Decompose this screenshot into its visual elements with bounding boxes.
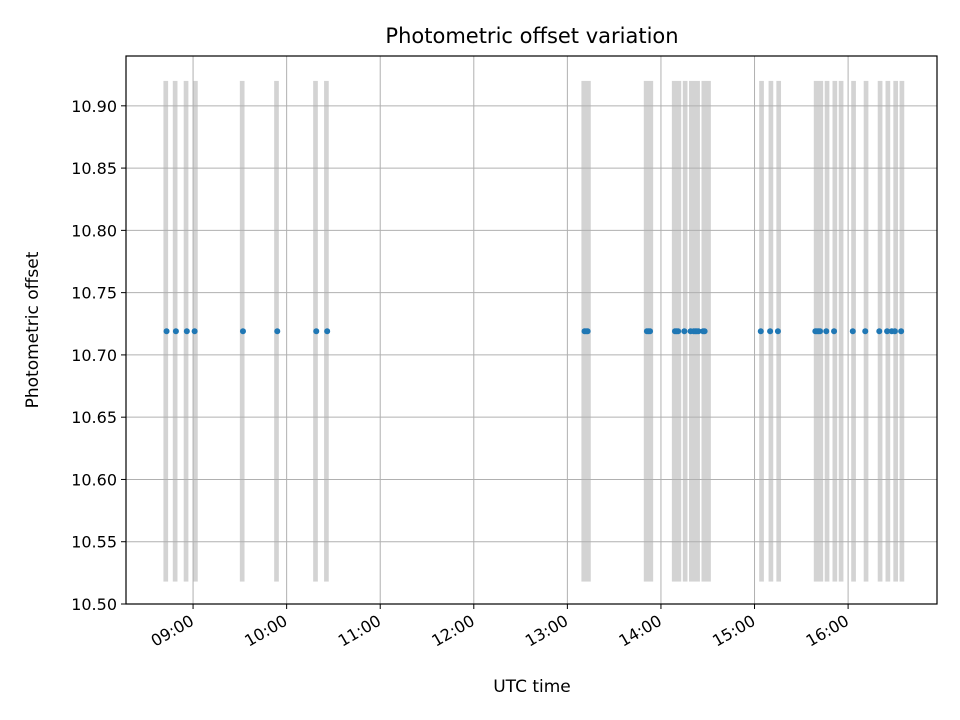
- data-point: [849, 328, 856, 335]
- data-point: [831, 328, 838, 335]
- y-tick-label: 10.85: [71, 159, 117, 178]
- y-tick-label: 10.75: [71, 284, 117, 303]
- data-point: [675, 328, 682, 335]
- data-point: [324, 328, 331, 335]
- x-axis-label: UTC time: [493, 677, 571, 697]
- data-point: [876, 328, 883, 335]
- plot-area: [126, 56, 937, 604]
- data-point: [274, 328, 281, 335]
- data-point: [163, 328, 170, 335]
- gridlines: [126, 56, 937, 605]
- data-point: [191, 328, 198, 335]
- y-tick-label: 10.60: [71, 470, 117, 489]
- y-axis-ticks: 10.50 10.55 10.60 10.65 10.70 10.75 10.80 10.85…: [71, 97, 126, 614]
- y-tick-label: 10.90: [71, 97, 117, 116]
- data-point: [183, 328, 190, 335]
- data-point: [891, 328, 898, 335]
- data-point: [681, 328, 688, 335]
- data-point: [647, 328, 654, 335]
- data-point: [695, 328, 702, 335]
- chart-title: Photometric offset variation: [385, 24, 678, 48]
- data-point: [172, 328, 179, 335]
- observation-span: [838, 80, 844, 582]
- data-point: [757, 328, 764, 335]
- data-point: [817, 328, 824, 335]
- data-points: [163, 328, 905, 335]
- data-point: [884, 328, 891, 335]
- data-point: [767, 328, 774, 335]
- data-point: [584, 328, 591, 335]
- y-axis-label: Photometric offset: [23, 251, 43, 408]
- data-point: [862, 328, 869, 335]
- plot-frame: [125, 55, 938, 605]
- y-tick-label: 10.50: [71, 595, 117, 614]
- y-tick-label: 10.80: [71, 221, 117, 240]
- data-point: [898, 328, 905, 335]
- y-tick-label: 10.70: [71, 346, 117, 365]
- data-point: [701, 328, 708, 335]
- y-tick-label: 10.65: [71, 408, 117, 427]
- y-tick-label: 10.55: [71, 533, 117, 552]
- data-point: [239, 328, 246, 335]
- data-point: [313, 328, 320, 335]
- data-point: [774, 328, 781, 335]
- data-point: [823, 328, 830, 335]
